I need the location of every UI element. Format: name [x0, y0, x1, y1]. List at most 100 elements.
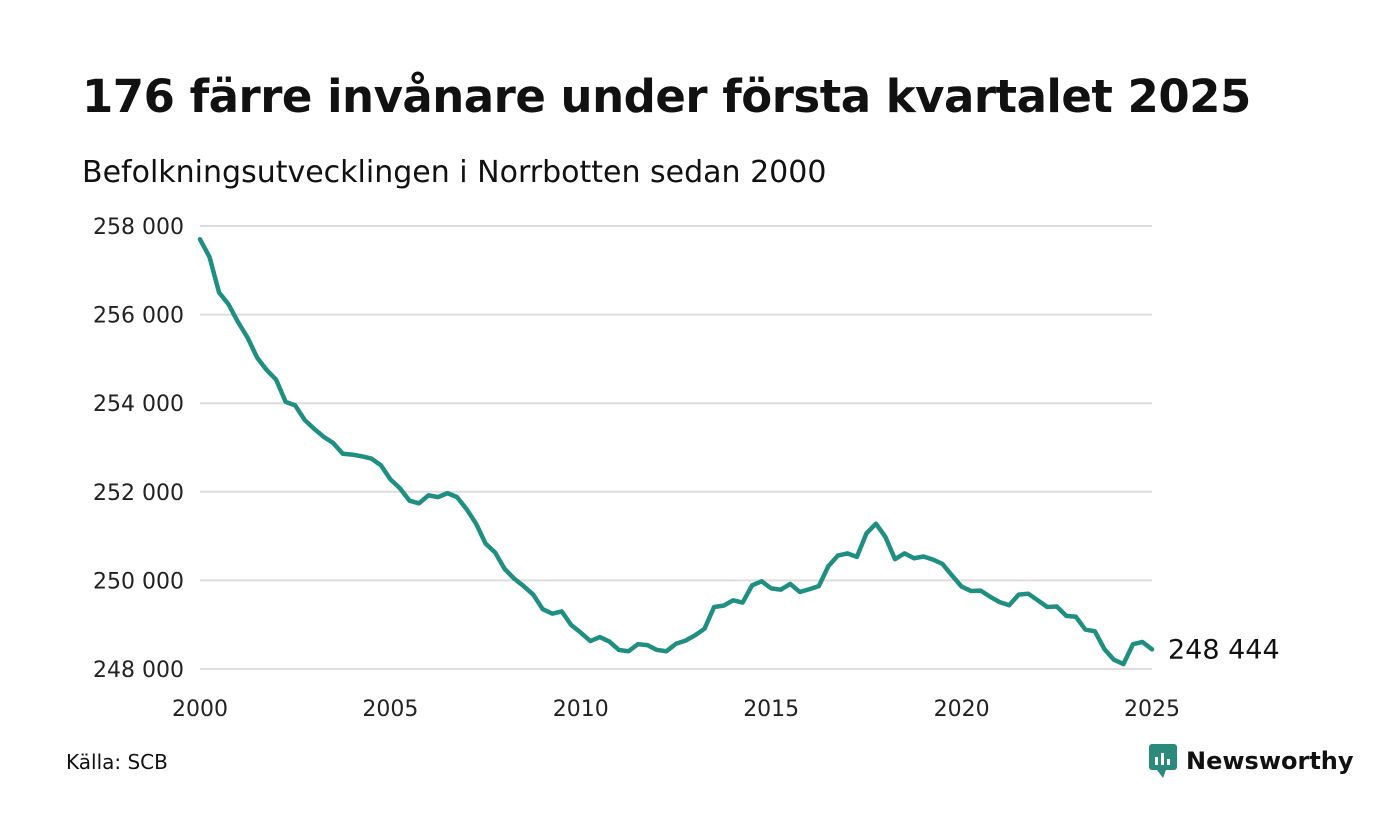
- data-point: [513, 577, 515, 580]
- data-point: [303, 419, 306, 421]
- x-axis-tick-labels: 2000 2005 2010 2015 2020 2025: [172, 697, 1180, 722]
- data-point: [722, 604, 725, 607]
- data-point: [608, 640, 611, 643]
- data-point: [256, 356, 258, 359]
- data-point: [932, 558, 934, 561]
- data-point: [998, 601, 1001, 603]
- data-point: [1113, 658, 1115, 661]
- end-value-label: 248 444: [1168, 634, 1280, 665]
- data-point: [751, 584, 753, 587]
- data-point: [922, 555, 925, 558]
- x-tick-label: 2025: [1124, 697, 1180, 722]
- data-point: [960, 585, 963, 588]
- data-point: [684, 639, 687, 642]
- data-point: [332, 442, 335, 444]
- data-point: [218, 291, 220, 294]
- data-point: [1094, 630, 1096, 633]
- data-point: [551, 612, 554, 615]
- y-tick-label: 254 000: [93, 392, 184, 417]
- brand-logo: Newsworthy: [1148, 743, 1354, 779]
- y-tick-label: 258 000: [93, 215, 184, 240]
- y-tick-label: 252 000: [93, 481, 184, 506]
- data-point: [779, 588, 782, 591]
- data-point: [846, 552, 849, 555]
- data-point: [798, 591, 801, 593]
- data-point: [380, 464, 382, 467]
- data-point: [979, 589, 982, 592]
- data-point: [856, 556, 858, 558]
- data-point: [560, 610, 563, 613]
- data-point: [1065, 615, 1068, 617]
- data-point: [1151, 648, 1153, 651]
- data-point: [989, 595, 991, 598]
- data-point: [1056, 605, 1058, 608]
- data-point: [675, 642, 677, 645]
- data-point: [894, 558, 896, 560]
- data-point: [361, 455, 363, 458]
- data-point: [1027, 592, 1030, 595]
- data-point: [903, 552, 906, 555]
- x-tick-label: 2020: [934, 697, 990, 722]
- data-point: [951, 574, 953, 577]
- data-point: [1132, 643, 1134, 645]
- data-point: [456, 496, 458, 498]
- data-point: [1036, 599, 1039, 602]
- data-point: [265, 369, 268, 371]
- data-point: [808, 588, 811, 591]
- data-point: [1017, 593, 1020, 596]
- x-tick-label: 2010: [553, 697, 609, 722]
- data-point: [646, 644, 649, 646]
- data-point: [284, 401, 287, 403]
- data-point: [313, 428, 316, 430]
- data-points: [199, 238, 1153, 665]
- data-point: [446, 492, 449, 494]
- data-point: [941, 563, 944, 565]
- data-point: [1141, 641, 1144, 643]
- data-point: [827, 565, 830, 568]
- data-point: [475, 522, 477, 525]
- data-point: [418, 502, 420, 505]
- data-point: [970, 590, 972, 592]
- data-point: [580, 631, 582, 634]
- data-point: [627, 650, 630, 653]
- data-point: [1122, 663, 1125, 665]
- data-point: [913, 557, 915, 560]
- chart-title: 176 färre invånare under första kvartale…: [82, 70, 1251, 123]
- x-tick-label: 2000: [172, 697, 228, 722]
- data-point: [1103, 648, 1106, 650]
- data-point: [246, 336, 249, 339]
- data-point: [760, 580, 763, 583]
- data-point: [437, 496, 439, 498]
- grid-lines: [200, 225, 1152, 670]
- brand-name: Newsworthy: [1186, 747, 1354, 775]
- data-point: [694, 634, 696, 637]
- data-point: [342, 452, 344, 455]
- data-point: [589, 640, 592, 642]
- data-point: [656, 649, 658, 651]
- y-tick-label: 248 000: [93, 658, 184, 683]
- chart-subtitle: Befolkningsutvecklingen i Norrbotten sed…: [82, 155, 827, 190]
- data-point: [570, 624, 573, 626]
- data-point: [770, 587, 772, 590]
- data-point: [294, 404, 297, 407]
- data-point: [1084, 628, 1087, 631]
- data-point: [1008, 604, 1010, 607]
- data-point: [1075, 615, 1077, 618]
- data-point: [837, 554, 839, 557]
- data-point: [370, 457, 373, 460]
- y-tick-label: 256 000: [93, 304, 184, 329]
- data-point: [465, 508, 468, 510]
- data-point: [351, 453, 354, 456]
- data-point: [484, 542, 487, 545]
- series-line: [197, 237, 1155, 667]
- data-point: [227, 303, 230, 306]
- source-note: Källa: SCB: [66, 750, 168, 774]
- data-point: [408, 499, 411, 502]
- data-point: [199, 238, 201, 241]
- data-point: [789, 583, 792, 585]
- newsworthy-logo-icon: [1149, 744, 1177, 778]
- data-point: [599, 636, 601, 638]
- y-tick-label: 250 000: [93, 569, 184, 594]
- data-point: [875, 522, 877, 525]
- data-point: [713, 606, 715, 608]
